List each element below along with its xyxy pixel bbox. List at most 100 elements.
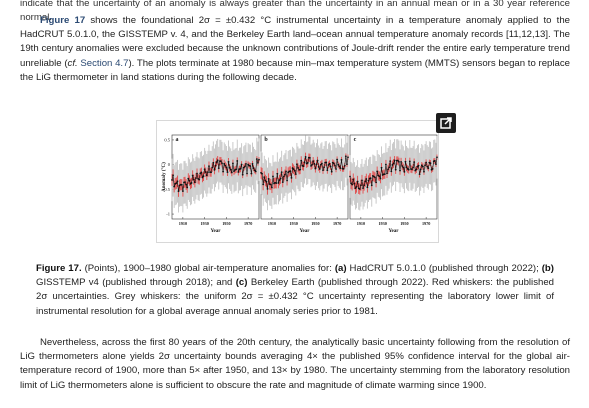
data-point [237, 171, 240, 173]
data-point [414, 169, 417, 172]
data-point [247, 163, 250, 166]
data-point [211, 166, 214, 169]
data-point [285, 170, 287, 173]
data-point [282, 175, 285, 178]
section-4-7-link[interactable]: Section 4.7 [80, 57, 129, 69]
x-tick-label: 1970 [422, 221, 430, 226]
figure-17-link[interactable]: Figure 17 [40, 15, 86, 26]
data-point [171, 179, 173, 181]
data-point [241, 173, 244, 176]
data-point [235, 168, 238, 171]
data-point [190, 182, 193, 184]
data-point [390, 170, 393, 173]
cf-abbrev: cf. [67, 57, 78, 69]
data-point [393, 159, 396, 162]
data-point [215, 161, 218, 163]
y-tick-label: -0.5 [163, 187, 171, 192]
x-tick-label: 1930 [378, 221, 386, 226]
data-point [201, 176, 204, 179]
data-point [198, 178, 201, 181]
data-point [293, 169, 296, 172]
data-point [303, 161, 306, 164]
data-point [251, 163, 254, 165]
caption-a-label: (a) [334, 263, 347, 274]
figure-17-chart: Anomaly (°C) 0.5 0 -0.5 -1 1910 1930 1950 1970 Ye… [162, 134, 438, 234]
data-point [435, 163, 437, 166]
data-point [255, 158, 258, 160]
data-point [313, 162, 316, 165]
data-point [389, 160, 392, 163]
data-point [369, 177, 372, 180]
data-point [297, 166, 299, 169]
data-point [415, 168, 418, 171]
data-point [321, 162, 323, 165]
data-point [304, 156, 307, 158]
data-point [335, 168, 337, 170]
data-point [250, 172, 253, 175]
data-point [370, 184, 373, 187]
caption-text: (Points), 1900–1980 global air-temperatu… [81, 263, 335, 274]
caption-label: Figure 17. [36, 263, 82, 274]
caption-c-label: (c) [235, 277, 248, 289]
panel-letter-b: b [264, 137, 268, 143]
data-point [412, 166, 414, 169]
data-point [204, 171, 207, 174]
data-point [349, 175, 351, 178]
data-point [267, 178, 270, 180]
data-point [329, 165, 332, 168]
data-point [269, 183, 272, 186]
data-point [403, 170, 406, 173]
data-point [186, 186, 189, 189]
data-point [347, 156, 349, 159]
data-point [265, 180, 268, 183]
data-point [202, 175, 205, 178]
data-point [205, 174, 208, 177]
paragraph-text-a: shows the foundational 2σ = ±0.432 °C in… [20, 15, 570, 69]
x-tick-label: 1950 [400, 221, 408, 226]
data-point [229, 168, 232, 171]
data-point [279, 177, 282, 180]
caption-text: HadCRUT 5.0.1.0 (published through 2022)… [346, 263, 542, 274]
data-point [384, 163, 387, 166]
data-point [275, 182, 278, 185]
data-point [291, 167, 294, 169]
data-point [258, 158, 260, 161]
data-point [411, 168, 413, 171]
x-axis-label: Year [211, 229, 222, 234]
data-point [213, 168, 216, 171]
data-point [206, 171, 209, 174]
data-point [246, 172, 248, 175]
paragraph-text-b: ). The plots terminate at 1980 because m… [20, 57, 570, 83]
data-point [401, 165, 404, 167]
data-point [322, 169, 324, 172]
data-point [418, 173, 421, 176]
data-point [286, 179, 288, 182]
panel-letter-c: c [354, 137, 357, 143]
data-point [353, 182, 356, 185]
data-point [233, 170, 235, 173]
data-point [388, 166, 391, 169]
data-point [330, 170, 333, 173]
x-axis-label: Year [300, 229, 311, 234]
data-point [263, 176, 266, 179]
data-point [295, 163, 298, 166]
data-point [327, 164, 330, 166]
data-point [337, 163, 340, 166]
data-point [316, 159, 319, 162]
data-point [306, 161, 309, 164]
figure-17-image: Anomaly (°C) 0.5 0 -0.5 -1 1910 1930 1950 1970 Ye… [156, 120, 439, 243]
data-point [383, 173, 386, 176]
data-point [222, 170, 225, 173]
data-point [328, 162, 331, 165]
data-point [290, 176, 293, 179]
open-figure-button[interactable] [436, 113, 456, 133]
data-point [398, 160, 400, 163]
data-point [319, 163, 322, 166]
data-point [276, 172, 279, 175]
data-point [413, 161, 416, 163]
data-point [193, 181, 196, 184]
data-point [223, 162, 226, 165]
data-point [226, 171, 229, 174]
data-point [340, 158, 343, 161]
panel-letter-a: a [176, 137, 179, 143]
